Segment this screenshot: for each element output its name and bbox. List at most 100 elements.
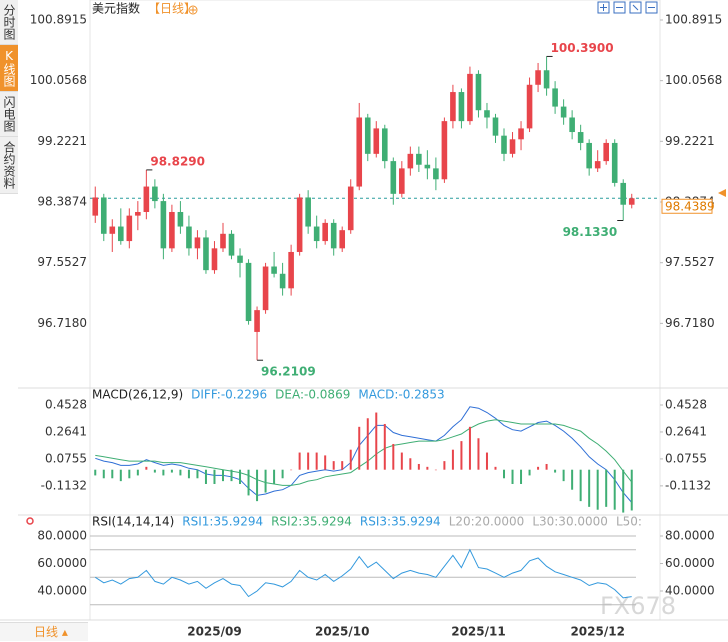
tool-icon[interactable] xyxy=(613,1,626,14)
macd-bar xyxy=(111,469,114,479)
candle-body xyxy=(186,226,192,249)
candle-body xyxy=(271,266,277,274)
sidebar: 分时图 K线图 闪电图 合约资料 xyxy=(0,0,18,194)
candle-body xyxy=(399,168,405,194)
candle-body xyxy=(603,142,609,162)
legend-entry: L50: xyxy=(616,515,642,529)
legend-entry: L30:30.0000 xyxy=(532,515,608,529)
tab[interactable]: 分时图 xyxy=(0,0,18,45)
y-tick-label: 99.2221 xyxy=(37,134,87,148)
candle-body xyxy=(356,117,363,187)
x-tick-label: 2025/11 xyxy=(451,625,505,639)
macd-bar xyxy=(520,469,523,484)
tool-icon[interactable] xyxy=(645,1,658,14)
extreme-label: 98.8290 xyxy=(150,154,205,168)
candle-body xyxy=(322,222,328,242)
settings-icon[interactable] xyxy=(26,517,34,525)
macd-bar xyxy=(375,412,378,470)
tab[interactable]: 闪电图 xyxy=(0,92,18,137)
tool-glyph xyxy=(632,4,639,11)
y-tick-label: 100.0568 xyxy=(665,73,722,87)
candle-body xyxy=(620,182,627,205)
macd-bar xyxy=(247,469,250,496)
macd-bar xyxy=(400,452,403,470)
candle-body xyxy=(194,237,201,249)
y-tick-label: 0.0755 xyxy=(665,451,707,465)
last-price-box xyxy=(661,198,713,214)
macd-bar xyxy=(392,443,395,470)
macd-bar xyxy=(605,469,608,507)
candle-body xyxy=(92,197,99,216)
tab[interactable]: 合约资料 xyxy=(0,137,18,194)
macd-bar xyxy=(588,469,591,507)
candle-body xyxy=(526,84,533,129)
macd-bar xyxy=(307,452,310,470)
macd-bar xyxy=(239,469,242,484)
toolbar xyxy=(597,1,658,14)
macd-bar xyxy=(170,469,173,473)
y-tick-label: 100.0568 xyxy=(30,73,87,87)
candle-body xyxy=(288,251,294,289)
candle-body xyxy=(441,121,448,180)
macd-bar xyxy=(528,469,531,476)
macd-label: MACD(26,12,9) xyxy=(92,388,183,402)
candle-body xyxy=(347,186,354,231)
macd-bar xyxy=(460,441,463,470)
tool-icon[interactable] xyxy=(597,1,610,14)
macd-bar xyxy=(443,461,446,470)
candle-body xyxy=(543,70,550,89)
macd-bar xyxy=(596,469,599,510)
x-tick-label: 2025/09 xyxy=(187,625,241,639)
candle-body xyxy=(467,73,473,122)
macd-bar xyxy=(468,426,471,470)
macd-bar xyxy=(417,463,420,470)
tab[interactable]: K线图 xyxy=(0,45,18,92)
y-tick-label: 80.0000 xyxy=(665,528,715,542)
macd-bar xyxy=(136,469,139,476)
candle-body xyxy=(228,233,235,256)
candle-body xyxy=(381,128,388,162)
rsi-line xyxy=(95,548,632,599)
macd-bar xyxy=(153,469,156,473)
candle-body xyxy=(313,226,320,242)
macd-bar xyxy=(196,469,199,479)
y-tick-label: 99.2221 xyxy=(665,134,715,148)
macd-bar xyxy=(426,466,429,470)
macd-bar xyxy=(562,469,565,482)
y-tick-label: 40.0000 xyxy=(37,584,87,598)
y-tick-label: 60.0000 xyxy=(37,556,87,570)
candle-body xyxy=(501,135,507,154)
candle-body xyxy=(100,197,107,234)
legend-entry: L20:20.0000 xyxy=(449,515,525,529)
extreme-label: 96.2109 xyxy=(261,365,316,379)
x-tick-label: 2025/10 xyxy=(315,625,369,639)
candle-body xyxy=(118,226,124,242)
candle-body xyxy=(339,230,346,249)
candle-body xyxy=(330,222,337,249)
macd-bar xyxy=(503,469,506,479)
candle-body xyxy=(475,73,482,111)
add-icon[interactable] xyxy=(188,5,198,15)
period-button[interactable]: 日线 ▴ xyxy=(0,622,88,641)
y-tick-label: 100.8915 xyxy=(665,12,722,26)
macd-bar xyxy=(264,469,267,493)
candle-body xyxy=(245,262,252,322)
candle-body xyxy=(450,92,456,122)
candle-body xyxy=(305,197,311,227)
macd-bar xyxy=(613,469,616,510)
macd-bar xyxy=(230,469,233,482)
macd-bar xyxy=(332,461,335,470)
candle-body xyxy=(492,117,499,136)
macd-bar xyxy=(298,452,301,470)
macd-bar xyxy=(187,469,190,479)
period-label[interactable]: 日线 xyxy=(34,625,59,639)
candle-body xyxy=(262,266,269,311)
tool-icon[interactable] xyxy=(629,1,642,14)
y-tick-label: 98.3874 xyxy=(37,195,87,209)
macd-bar xyxy=(145,466,148,470)
macd-bar xyxy=(366,418,369,470)
macd-bar xyxy=(451,449,454,470)
candle-body xyxy=(169,211,175,249)
